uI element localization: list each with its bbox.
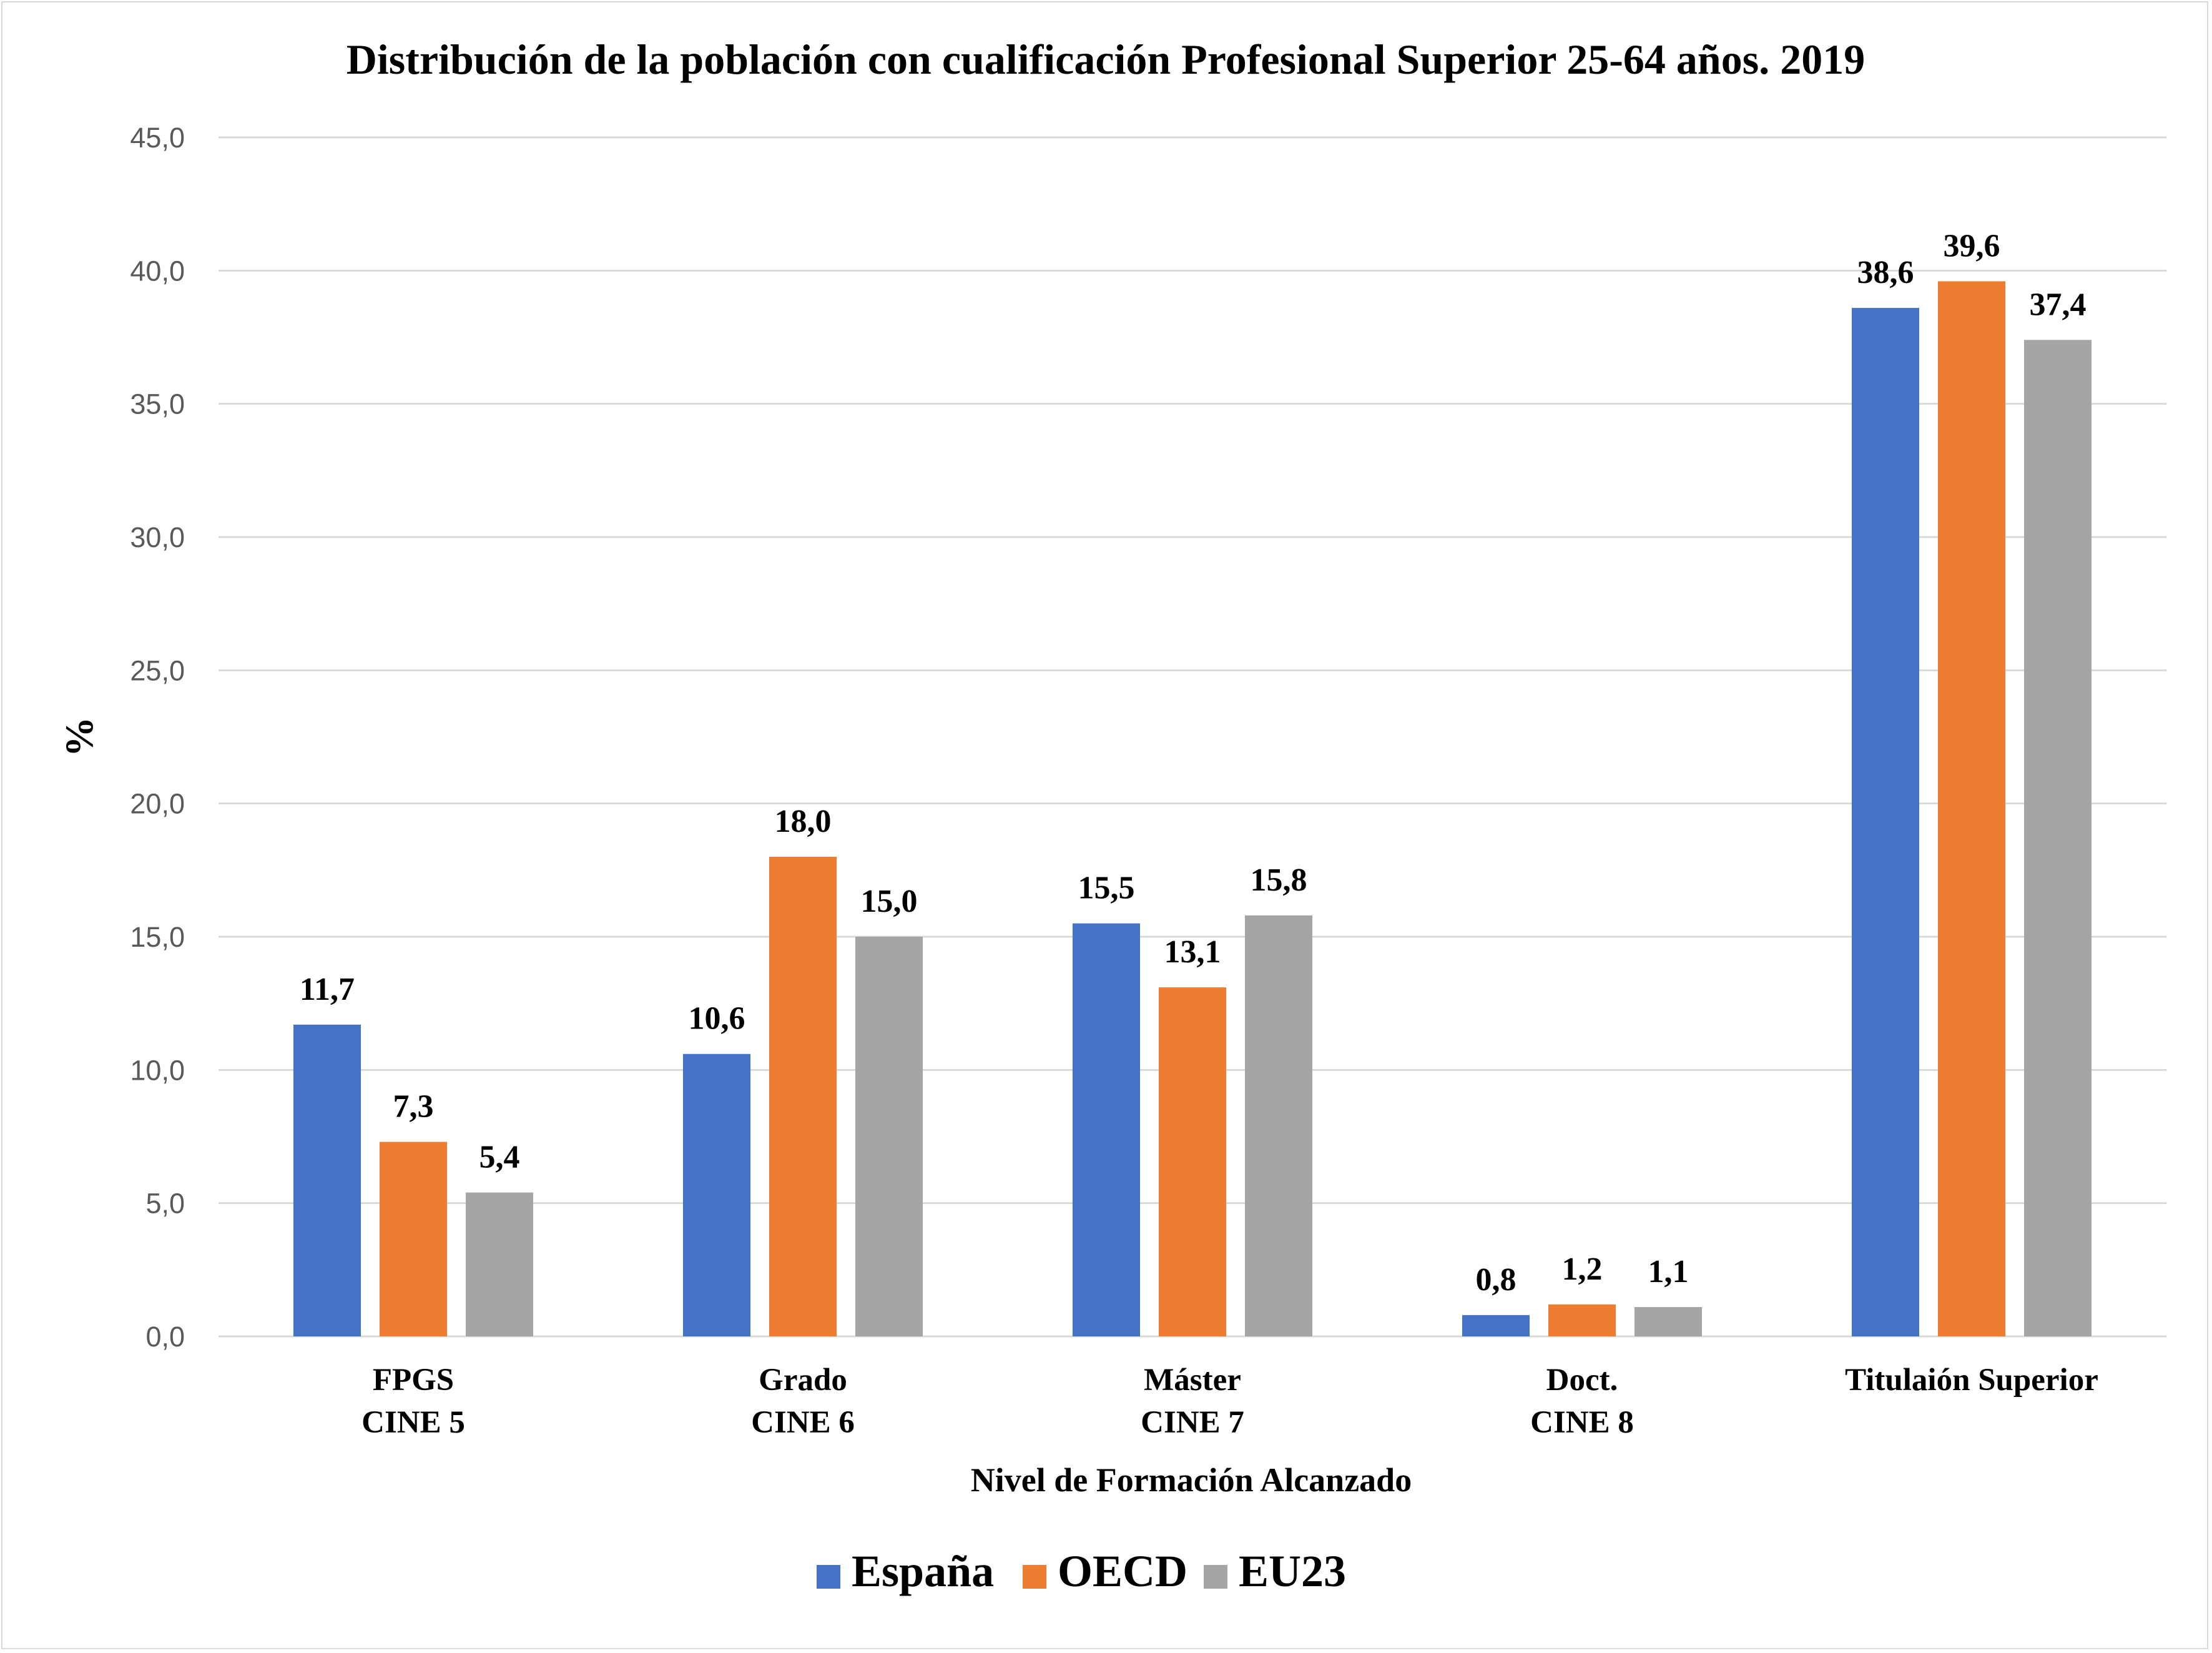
y-tick-label: 45,0 [130,122,185,154]
data-label: 18,0 [775,804,832,839]
gridlines [219,136,2166,1338]
y-tick-label: 40,0 [130,255,185,287]
y-tick-label: 20,0 [130,788,185,820]
x-category-label: Grado [759,1363,847,1398]
bar-oecd-4 [1938,281,2005,1336]
data-label: 15,5 [1078,871,1135,906]
bar-espana-4 [1852,308,1919,1337]
data-labels: 11,7 10,6 15,5 0,8 38,6 7,3 18,0 13,1 1,2 39,6 5,4… [300,228,2087,1297]
bar-eu23-3 [1634,1307,1702,1336]
bar-oecd-1 [769,857,837,1336]
bar-eu23-4 [2024,340,2092,1337]
x-category-label: Doct. [1546,1363,1618,1398]
bars [293,281,2092,1337]
bar-eu23-0 [466,1192,533,1336]
legend-label: OECD [1058,1546,1187,1596]
bar-espana-0 [293,1024,361,1336]
data-label: 11,7 [300,972,355,1007]
bar-oecd-2 [1159,987,1226,1336]
x-axis-title: Nivel de Formación Alcanzado [971,1461,1412,1499]
data-label: 38,6 [1857,255,1914,290]
x-category-label: CINE 6 [751,1405,855,1440]
x-category-label: CINE 8 [1530,1405,1634,1440]
legend: España OECD EU23 [817,1546,1346,1596]
y-tick-label: 35,0 [130,388,185,420]
bar-espana-2 [1073,923,1140,1336]
bar-eu23-2 [1245,915,1312,1336]
data-label: 15,0 [861,884,918,919]
x-axis-categories: FPGS CINE 5 Grado CINE 6 Máster CINE 7 Doct. CI… [361,1363,2098,1440]
data-label: 37,4 [2030,287,2087,322]
x-category-label: Titulaión Superior [1845,1363,2098,1398]
x-category-label: CINE 7 [1141,1405,1244,1440]
y-tick-label: 10,0 [130,1054,185,1086]
y-tick-label: 5,0 [145,1188,185,1220]
x-category-label: CINE 5 [361,1405,465,1440]
data-label: 7,3 [393,1089,434,1125]
data-label: 10,6 [689,1001,745,1037]
legend-swatch [1023,1565,1046,1589]
x-category-label: Máster [1144,1363,1241,1398]
data-label: 1,1 [1648,1254,1689,1290]
data-label: 39,6 [1944,228,2000,264]
data-label: 1,2 [1562,1251,1603,1287]
y-tick-label: 15,0 [130,921,185,953]
y-tick-label: 25,0 [130,654,185,686]
data-label: 15,8 [1251,862,1307,898]
legend-swatch [817,1565,840,1589]
y-tick-label: 0,0 [145,1321,185,1353]
bar-oecd-3 [1548,1304,1616,1336]
chart-title: Distribución de la población con cualifi… [347,36,1865,83]
y-axis-title: % [57,717,101,757]
bar-espana-1 [683,1053,750,1336]
legend-label: España [852,1546,994,1596]
x-category-label: FPGS [373,1363,454,1398]
bar-eu23-1 [855,937,923,1336]
legend-label: EU23 [1239,1546,1346,1596]
data-label: 13,1 [1164,934,1221,970]
legend-swatch [1204,1565,1227,1589]
data-label: 0,8 [1476,1262,1516,1298]
y-axis-ticks: 0,0 5,0 10,0 15,0 20,0 25,0 30,0 35,0 40,0 45,0 [130,122,185,1353]
bar-espana-3 [1462,1315,1530,1336]
bar-oecd-0 [380,1142,447,1336]
y-tick-label: 30,0 [130,521,185,553]
data-label: 5,4 [479,1140,520,1175]
